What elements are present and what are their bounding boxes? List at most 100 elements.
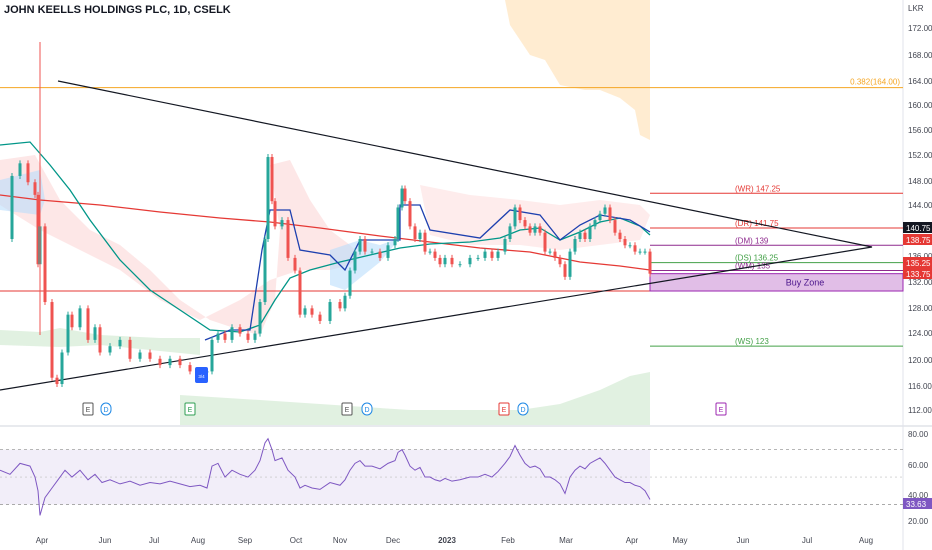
rsi-tick-label: 60.00 — [908, 461, 929, 470]
price-tick-label: 168.00 — [908, 51, 932, 60]
price-tag-label: 138.75 — [906, 236, 931, 245]
fib-level-label: 0.382(164.00) — [850, 78, 900, 87]
candle-body — [158, 358, 162, 366]
candle-body — [238, 327, 242, 334]
candle-body — [608, 207, 612, 221]
event-marker-label: E — [86, 407, 91, 414]
x-axis-label: 2023 — [438, 536, 456, 545]
candle-body — [246, 333, 250, 340]
red-cloud — [0, 155, 360, 335]
candle-body — [633, 245, 637, 252]
candle-body — [496, 251, 500, 258]
event-marker-label: D — [103, 407, 108, 414]
candle-body — [33, 182, 37, 195]
candle-body — [148, 352, 152, 359]
price-tick-label: 132.00 — [908, 278, 932, 287]
candle-body — [270, 157, 274, 202]
candle-body — [593, 220, 597, 227]
candle-body — [423, 232, 427, 252]
price-tick-label: 120.00 — [908, 356, 932, 365]
candle-body — [223, 333, 227, 340]
candle-body — [258, 302, 262, 334]
candle-body — [518, 207, 522, 221]
candle-body — [548, 251, 552, 253]
rsi-value-tag — [903, 498, 932, 509]
blue-cloud-mid — [330, 238, 400, 290]
candle-body — [286, 220, 290, 258]
candle-body — [476, 257, 480, 259]
candle-body — [60, 352, 64, 385]
price-tag-label: 135.25 — [906, 259, 931, 268]
candle-body — [468, 257, 472, 265]
candle-body — [386, 245, 390, 258]
x-axis-label: May — [672, 536, 687, 545]
candle-body — [513, 207, 517, 227]
triangle-pattern — [0, 80, 873, 391]
candle-body — [118, 339, 122, 347]
upper-cloud — [505, 0, 650, 140]
candle-body — [533, 226, 537, 233]
candle-body — [43, 226, 47, 303]
candle-body — [26, 163, 30, 183]
candle-body — [628, 245, 632, 247]
price-tick-label: 148.00 — [908, 177, 932, 186]
candle-body — [558, 257, 562, 265]
event-marker-label: E — [719, 407, 724, 414]
candle-body — [583, 232, 587, 239]
candle-body — [310, 308, 314, 315]
candle-body — [168, 358, 172, 366]
candle-body — [643, 251, 647, 253]
candle-body — [230, 327, 234, 340]
candle-body — [568, 251, 572, 277]
price-tag — [903, 268, 932, 279]
x-axis-label: Jul — [802, 536, 812, 545]
price-tick-label: 136.00 — [908, 252, 932, 261]
rsi-tick-label: 20.00 — [908, 517, 929, 526]
x-axis-label: Sep — [238, 536, 253, 545]
candle-body — [328, 302, 332, 321]
long-moving-average — [0, 194, 651, 271]
mid-moving-average — [0, 141, 651, 333]
event-marker-label: D — [520, 407, 525, 414]
candle-body — [393, 238, 397, 246]
candle-body — [293, 257, 297, 271]
currency-label: LKR — [908, 4, 924, 13]
price-tag — [903, 222, 932, 233]
candle-body — [588, 226, 592, 239]
candle-body — [523, 220, 527, 227]
candle-body — [403, 188, 407, 202]
price-tag-label: 133.75 — [906, 270, 931, 279]
rsi-tick-label: 80.00 — [908, 430, 929, 439]
rsi-line — [0, 437, 651, 516]
event-marker — [715, 402, 727, 416]
candle-body — [578, 232, 582, 239]
candle-body — [318, 314, 322, 321]
candle-body — [66, 314, 70, 353]
candle-body — [188, 365, 192, 372]
candle-body — [343, 295, 347, 309]
price-tick-label: 152.00 — [908, 151, 932, 160]
split-marker-label: 3/4 — [198, 374, 205, 379]
candle-body — [443, 257, 447, 265]
rsi-value-label: 33.63 — [906, 500, 927, 509]
event-marker-label: E — [188, 407, 193, 414]
x-axis-label: Apr — [626, 536, 639, 545]
candle-body — [338, 302, 342, 309]
event-marker — [498, 402, 510, 416]
candle-body — [273, 201, 277, 227]
candle-body — [538, 226, 542, 233]
candle-body — [370, 251, 374, 253]
candle-body — [573, 238, 577, 252]
candle-body — [428, 251, 432, 253]
x-axis-label: Nov — [333, 536, 347, 545]
rsi-tick-label: 40.00 — [908, 491, 929, 500]
x-axis-label: Jun — [737, 536, 750, 545]
lower-cloud — [180, 372, 650, 425]
candle-body — [648, 251, 652, 274]
trend-line-blue — [204, 204, 651, 341]
x-axis-label: Aug — [191, 536, 205, 545]
price-tick-label: 112.00 — [908, 406, 932, 415]
candle-body — [603, 207, 607, 214]
candle-body — [450, 257, 454, 265]
